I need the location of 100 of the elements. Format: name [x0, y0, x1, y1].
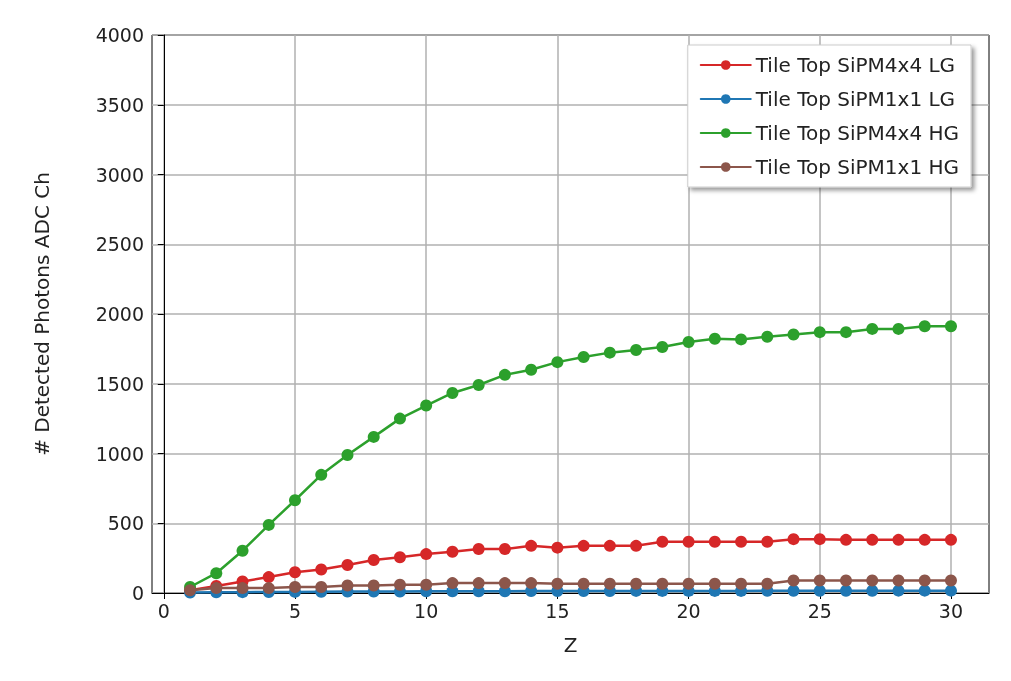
point	[918, 320, 931, 333]
point	[866, 584, 879, 597]
point	[367, 553, 380, 566]
point	[341, 558, 354, 571]
y-tick-label: 4000	[95, 24, 144, 46]
point	[498, 577, 511, 590]
point	[262, 571, 275, 584]
x-tick-label: 15	[545, 599, 570, 622]
point	[498, 368, 511, 381]
x-tick-label: 10	[414, 599, 439, 622]
point	[866, 574, 879, 587]
point	[341, 449, 354, 462]
point	[446, 577, 459, 590]
point	[840, 326, 852, 339]
x-tick-label: 0	[157, 599, 170, 622]
point	[393, 551, 406, 564]
point	[630, 577, 643, 590]
point	[656, 341, 669, 354]
point	[420, 399, 433, 412]
point	[787, 574, 800, 587]
point	[262, 582, 275, 595]
legend-label: Tile Top SiPM1x1 HG	[754, 155, 959, 179]
x-axis-title: Z	[563, 633, 578, 657]
point	[892, 322, 905, 335]
legend-label: Tile Top SiPM4x4 HG	[754, 121, 959, 145]
point	[289, 581, 301, 593]
y-tick-label: 1000	[95, 442, 144, 465]
point	[787, 584, 800, 597]
point	[944, 320, 957, 333]
point	[944, 574, 957, 587]
point	[551, 577, 564, 590]
y-tick-label: 0	[131, 582, 144, 604]
point	[446, 386, 459, 399]
point	[289, 494, 301, 507]
point	[866, 322, 879, 335]
x-tick-label: 20	[676, 599, 701, 622]
point	[315, 563, 328, 576]
point	[682, 577, 695, 590]
point	[315, 468, 328, 481]
point	[840, 533, 852, 546]
point	[472, 379, 485, 391]
point	[341, 579, 354, 592]
point	[813, 574, 826, 587]
point	[289, 566, 301, 579]
point	[393, 578, 406, 591]
point	[446, 545, 459, 558]
point	[551, 356, 564, 369]
point	[577, 350, 590, 363]
point	[944, 584, 957, 597]
point	[892, 533, 905, 546]
point	[892, 584, 905, 597]
point	[367, 430, 380, 443]
point	[630, 539, 643, 552]
point	[761, 577, 774, 590]
point	[682, 535, 695, 548]
legend-label: Tile Top SiPM1x1 LG	[754, 87, 956, 111]
point	[735, 535, 748, 548]
point	[840, 574, 852, 587]
point	[315, 581, 328, 593]
point	[472, 543, 485, 556]
point	[525, 363, 538, 376]
point	[682, 336, 695, 349]
y-tick-label: 500	[107, 512, 144, 535]
point	[892, 574, 905, 587]
point	[236, 544, 249, 557]
y-tick-label: 3500	[95, 93, 144, 116]
point	[787, 328, 800, 341]
y-tick-label: 3000	[95, 163, 144, 186]
point	[420, 578, 433, 591]
point	[761, 330, 774, 343]
point	[708, 332, 721, 345]
point	[367, 579, 380, 592]
point	[813, 584, 826, 597]
point	[761, 535, 774, 548]
y-axis-title: # Detected Photons ADC Ch	[30, 172, 54, 456]
point	[603, 539, 616, 552]
point	[840, 584, 852, 597]
x-tick-label: 30	[938, 599, 964, 622]
point	[577, 577, 590, 590]
point	[813, 533, 826, 546]
point	[918, 584, 931, 597]
point	[525, 539, 538, 552]
point	[708, 577, 721, 590]
point	[866, 533, 879, 546]
point	[735, 333, 748, 346]
point	[603, 346, 616, 359]
point	[944, 533, 957, 546]
point	[420, 548, 433, 561]
point	[525, 577, 538, 590]
point	[577, 539, 590, 552]
x-tick-label: 25	[807, 599, 832, 622]
point	[551, 541, 564, 554]
point	[236, 582, 249, 595]
point	[787, 533, 800, 546]
point	[210, 567, 223, 580]
point	[813, 326, 826, 339]
point	[393, 412, 406, 425]
point	[918, 533, 931, 546]
point	[630, 343, 643, 356]
x-tick-label: 5	[288, 599, 302, 622]
